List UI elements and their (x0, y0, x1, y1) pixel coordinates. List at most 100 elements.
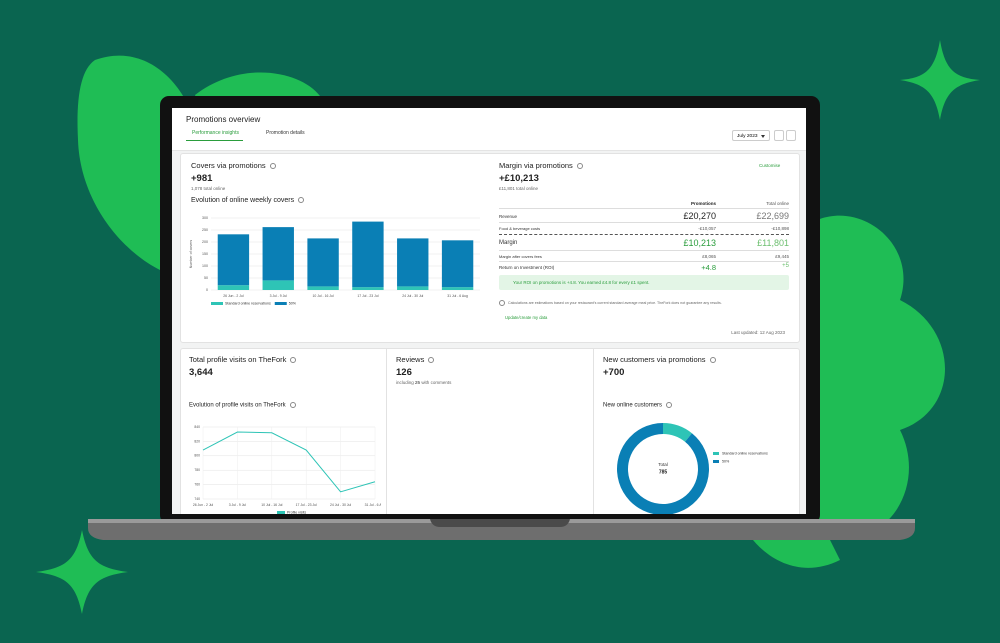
text: New customers via promotions (603, 355, 706, 364)
x-tick-label: 17 Jul - 23 Jul (357, 294, 378, 298)
bar-segment (441, 287, 474, 290)
metric: +981 (191, 173, 213, 184)
period: July 2023 (737, 134, 758, 139)
x-tick-label: 31 Jul - 6 Aug (365, 503, 381, 507)
row-label: Return on Investment (ROI) (499, 265, 555, 270)
card: Total profile visits on TheFork 3,644 Ev… (180, 348, 800, 514)
row-label: Margin after covers fees (499, 254, 542, 259)
card-title: Total profile visits on TheFork (189, 355, 297, 364)
metric: 126 (396, 367, 412, 378)
text: Calculations are estimations based on yo… (508, 300, 722, 305)
y-tick-label: 300 (202, 216, 208, 220)
metric-sub: 1,078 total online (191, 186, 226, 191)
row-label: Revenue (499, 214, 518, 219)
y-tick-label: 840 (194, 425, 200, 429)
y-tick-label: 100 (202, 264, 208, 268)
page-title: Promotions overview (186, 115, 261, 124)
prev-button[interactable] (774, 130, 784, 141)
next-button[interactable] (786, 130, 796, 141)
cell: -£10,057 (698, 226, 716, 231)
text: New online customers (603, 402, 663, 409)
metric: +£10,213 (499, 173, 539, 184)
tab-label: Promotion details (266, 130, 305, 136)
legend-label: 50% (722, 460, 730, 464)
cell: £20,270 (683, 211, 716, 221)
card-title: New customers via promotions (603, 355, 716, 364)
divider (386, 349, 387, 514)
row-label: Margin (499, 240, 518, 246)
y-axis-label: Number of covers (189, 240, 193, 269)
star (900, 40, 980, 120)
star (36, 530, 128, 614)
customise-link[interactable]: Customise (759, 163, 781, 168)
y-tick-label: 200 (202, 240, 208, 244)
x-tick-label: 26 Jun - 2 Jul (223, 294, 244, 298)
tab[interactable]: Performance insights (186, 130, 243, 141)
text: Total profile visits on TheFork (189, 355, 287, 364)
text: Evolution of profile visits on TheFork (189, 402, 286, 409)
legend-label: 50% (289, 302, 297, 306)
column-header: Total online (766, 201, 789, 206)
chart-title: Evolution of online weekly covers (191, 197, 305, 204)
y-tick-label: 780 (194, 468, 200, 472)
legend-swatch (211, 302, 223, 305)
divider (499, 222, 789, 223)
pie-slice (663, 423, 692, 442)
text: 25 (415, 380, 421, 385)
card-title: Covers via promotions (191, 161, 276, 170)
row-label: Food & beverage costs (499, 226, 541, 231)
divider (593, 349, 594, 514)
x-tick-label: 3 Jul - 9 Jul (229, 503, 247, 507)
bar-segment (307, 286, 339, 290)
legend-label: Profile visits (287, 511, 306, 514)
chart-title: Evolution of profile visits on TheFork (189, 402, 296, 409)
text: Margin via promotions (499, 161, 573, 170)
caret (761, 135, 765, 138)
legend-swatch (277, 511, 285, 514)
chart-title: New online customers (603, 402, 673, 409)
y-tick-label: 50 (204, 276, 208, 280)
cell: £9,445 (775, 254, 789, 259)
y-tick-label: 250 (202, 228, 208, 232)
period-select[interactable]: July 2023 (732, 130, 770, 141)
bar-segment (352, 221, 384, 288)
card: Covers via promotions +981 1,078 total o… (180, 153, 800, 343)
divider (499, 250, 789, 251)
tab-label: Performance insights (192, 130, 239, 136)
x-tick-label: 24 Jul - 30 Jul (330, 503, 351, 507)
text: Reviews (396, 355, 425, 364)
divider (499, 234, 789, 235)
line-chart: 740 760 780 800 820 840 26 Jun - 2 Jul 3 Jul - … (193, 425, 381, 514)
cell: £11,801 (757, 238, 789, 248)
text: Evolution of online weekly covers (191, 197, 295, 204)
column-header: Promotions (690, 201, 716, 206)
roi-banner: Your ROI on promotions is +4.8. You earn… (499, 275, 789, 290)
update-link[interactable]: Update/create my data (505, 315, 548, 320)
line (202, 431, 376, 493)
x-tick-label: 24 Jul - 30 Jul (402, 294, 423, 298)
x-tick-label: 10 Jul - 16 Jul (261, 503, 282, 507)
y-tick-label: 150 (202, 252, 208, 256)
note: Calculations are estimations based on yo… (499, 300, 722, 306)
last-updated: Last updated: 12 Aug 2023 (731, 330, 785, 335)
legend-swatch (713, 460, 719, 463)
bar-segment (307, 238, 339, 287)
legend-swatch (713, 452, 719, 455)
card-title: Margin via promotions (499, 161, 583, 170)
clover (800, 215, 945, 538)
x-tick-label: 10 Jul - 16 Jul (313, 294, 334, 298)
divider (499, 208, 789, 209)
x-tick-label: 26 Jun - 2 Jul (193, 503, 214, 507)
x-tick-label: 3 Jul - 9 Jul (270, 294, 288, 298)
bar-segment (262, 227, 294, 281)
metric: +700 (603, 367, 625, 378)
text: including (396, 380, 414, 385)
bar-segment (397, 286, 429, 290)
laptop-base (88, 519, 915, 540)
divider (499, 261, 789, 262)
metric: 3,644 (189, 367, 213, 378)
cell: £8,065 (702, 254, 716, 259)
tab[interactable]: Promotion details (260, 130, 309, 140)
y-tick-label: 820 (194, 439, 200, 443)
